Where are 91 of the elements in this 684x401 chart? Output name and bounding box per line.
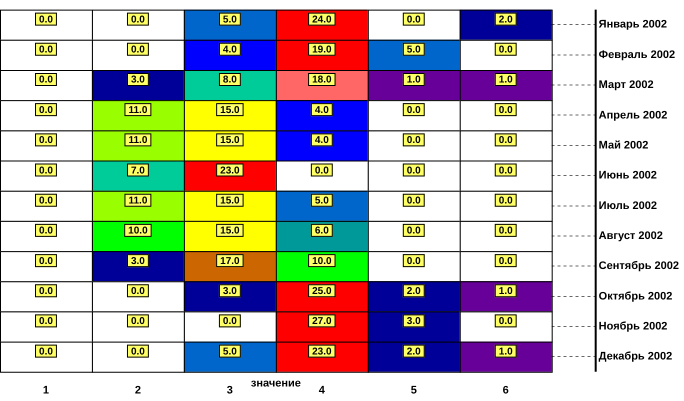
x-tick-label: 2 — [134, 384, 141, 396]
data-label: 0.0 — [498, 316, 514, 328]
data-label: 6.0 — [314, 226, 330, 237]
data-label: 0.0 — [406, 226, 422, 237]
data-label: 0.0 — [130, 14, 146, 26]
data-label: 5.0 — [222, 346, 238, 358]
data-label: 0.0 — [39, 316, 54, 328]
data-label: 0.0 — [130, 44, 146, 56]
data-label: 0.0 — [498, 135, 514, 146]
data-label: 0.0 — [406, 165, 422, 176]
data-label: 2.0 — [406, 346, 422, 358]
data-label: 0.0 — [39, 226, 54, 237]
x-tick-label: 5 — [410, 384, 417, 396]
data-label: 5.0 — [222, 14, 238, 26]
data-label: 0.0 — [39, 256, 54, 267]
y-tick-label: Декабрь 2002 — [598, 350, 672, 363]
data-label: 15.0 — [220, 135, 240, 146]
data-label: 3.0 — [222, 286, 238, 297]
data-label: 23.0 — [220, 165, 240, 176]
data-label: 0.0 — [39, 165, 54, 176]
data-label: 1.0 — [498, 346, 514, 358]
data-label: 5.0 — [314, 195, 330, 206]
data-label: 11.0 — [128, 104, 148, 116]
data-label: 0.0 — [406, 135, 422, 146]
data-label: 0.0 — [39, 104, 54, 116]
y-tick-label: Апрель 2002 — [598, 109, 668, 122]
data-label: 15.0 — [220, 104, 240, 116]
y-tick-label: Август 2002 — [598, 230, 663, 242]
data-label: 27.0 — [312, 316, 332, 328]
data-label: 0.0 — [406, 14, 422, 26]
y-tick-label: Март 2002 — [598, 79, 654, 92]
data-label: 2.0 — [498, 14, 514, 26]
data-label: 0.0 — [406, 256, 422, 267]
data-label: 0.0 — [498, 256, 514, 267]
data-label: 0.0 — [314, 165, 330, 176]
data-label: 4.0 — [314, 104, 330, 116]
data-label: 5.0 — [406, 44, 422, 56]
data-label: 0.0 — [39, 346, 54, 358]
data-label: 25.0 — [312, 286, 332, 297]
x-tick-label: 6 — [502, 384, 509, 396]
data-label: 0.0 — [39, 74, 54, 86]
data-label: 11.0 — [128, 195, 148, 206]
data-label: 0.0 — [498, 44, 514, 56]
data-label: 0.0 — [130, 286, 146, 297]
data-label: 0.0 — [130, 346, 146, 358]
y-tick-label: Октябрь 2002 — [598, 290, 672, 302]
data-label: 23.0 — [312, 346, 332, 358]
data-label: 0.0 — [39, 14, 54, 26]
data-label: 0.0 — [498, 226, 514, 237]
data-label: 0.0 — [222, 316, 238, 328]
data-label: 7.0 — [130, 165, 146, 176]
data-label: 0.0 — [39, 195, 54, 206]
data-label: 2.0 — [406, 286, 422, 297]
data-label: 0.0 — [406, 195, 422, 206]
x-tick-label: 1 — [42, 384, 50, 396]
data-label: 0.0 — [406, 104, 422, 116]
data-label: 4.0 — [222, 44, 238, 56]
x-axis-title: значение — [250, 377, 301, 390]
data-label: 15.0 — [220, 226, 240, 237]
data-label: 1.0 — [406, 74, 422, 86]
x-tick-label: 4 — [318, 384, 326, 396]
data-label: 0.0 — [498, 165, 514, 176]
data-label: 1.0 — [498, 74, 514, 86]
data-label: 0.0 — [39, 135, 54, 146]
y-tick-label: Февраль 2002 — [598, 48, 676, 61]
data-label: 4.0 — [314, 135, 330, 146]
data-label: 11.0 — [128, 135, 148, 146]
data-label: 0.0 — [498, 104, 514, 116]
y-tick-label: Январь 2002 — [598, 18, 667, 31]
y-tick-label: Ноябрь 2002 — [598, 320, 668, 333]
data-label: 15.0 — [220, 195, 240, 206]
data-label: 18.0 — [312, 74, 332, 86]
y-tick-label: Июнь 2002 — [598, 170, 657, 182]
data-label: 17.0 — [220, 256, 240, 267]
data-label: 0.0 — [39, 286, 54, 297]
y-tick-label: Май 2002 — [598, 139, 648, 152]
data-label: 19.0 — [312, 44, 332, 56]
data-label: 3.0 — [130, 74, 146, 86]
data-label: 3.0 — [130, 256, 146, 267]
data-label: 10.0 — [312, 256, 332, 267]
data-label: 1.0 — [498, 286, 514, 297]
data-label: 0.0 — [39, 44, 54, 56]
x-tick-label: 3 — [226, 384, 233, 396]
data-label: 8.0 — [222, 74, 238, 86]
y-tick-label: Сентябрь 2002 — [598, 260, 680, 272]
data-label: 0.0 — [498, 195, 514, 206]
y-tick-label: Июль 2002 — [598, 200, 657, 212]
data-label: 24.0 — [312, 14, 332, 26]
data-label: 3.0 — [406, 316, 422, 328]
data-label: 0.0 — [130, 316, 146, 328]
data-label: 10.0 — [128, 226, 148, 237]
